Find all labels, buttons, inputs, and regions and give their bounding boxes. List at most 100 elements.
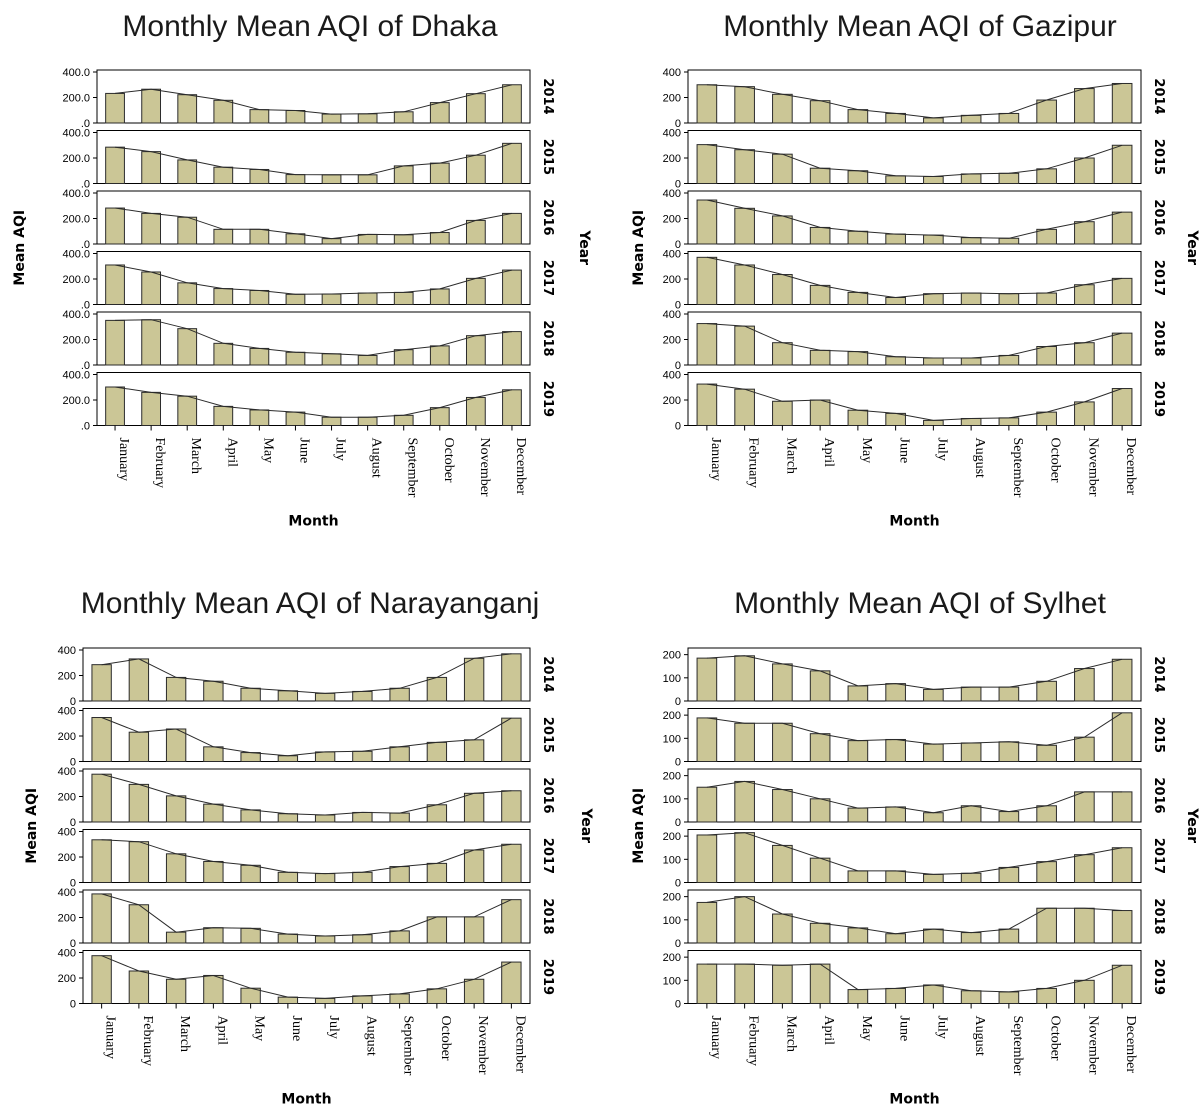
series-line [706,323,1123,359]
y-tick-label: 400.0 [62,128,90,140]
panel-2015: 0 200 400 2015 [58,706,555,769]
bar [465,335,486,366]
panel-frame [687,647,1142,702]
y-tick-label: 200 [58,973,76,985]
bar [285,293,306,305]
y-tick-label: 400 [58,706,76,718]
bar [105,207,125,245]
panel-frame [687,251,1142,305]
x-tick-label: January [708,1016,723,1060]
bar [809,922,831,944]
series-line [114,386,513,418]
series-line [706,199,1123,239]
bar [809,349,831,366]
bar [141,212,162,245]
panel-frame [96,311,531,366]
bar [1074,854,1095,884]
year-label: 2018 [1151,320,1166,356]
x-tick-label: October [438,1016,453,1061]
y-tick-label: 0 [70,757,76,769]
y-tick-label: 200 [663,93,681,105]
bar [960,114,982,124]
bar [734,325,755,366]
y-tick-label: 400 [663,249,681,261]
y-tick-label: 0 [70,696,76,708]
bar [923,293,944,306]
bar [502,269,522,306]
x-tick-label: May [252,1016,267,1042]
panel-2015: .0 200.0 400.0 2015 [62,128,555,191]
bar [1074,907,1095,944]
panel-2018: 0 100 200 2018 [663,889,1166,950]
bar [923,688,944,702]
panel-frame [96,372,531,426]
panel-frame [687,829,1142,883]
bar [847,170,869,184]
bar [357,354,378,366]
x-tick-label: November [477,438,492,497]
y-tick-label: 0 [675,938,681,950]
panel-2017: .0 200.0 400.0 2017 [62,249,555,312]
x-tick-label: January [116,438,131,482]
y-tick-label: 400 [58,827,76,839]
bar [91,839,112,883]
bar [314,814,336,823]
bar [321,174,342,185]
bar [249,289,270,306]
bar [213,342,234,366]
bar [1036,680,1057,702]
x-tick-label: August [972,1016,987,1057]
bar [249,109,270,124]
series-line [114,319,513,356]
bar [1111,277,1133,305]
bar [885,175,906,185]
bar [91,893,112,944]
y-tick-label: 0 [675,118,681,130]
y-tick-label: 200 [663,335,681,347]
year-label: 2017 [540,838,555,874]
chart-3: Monthly Mean AQI of Narayanganj 0 200 400 20… [24,587,594,1108]
bar [1111,847,1133,884]
bar [696,199,718,245]
bar [847,685,869,702]
year-label: 2019 [540,959,555,995]
bar [249,409,270,427]
bar [165,728,187,762]
bar [465,277,486,305]
bar [847,351,869,366]
bar [91,664,112,702]
y-tick-label: .0 [81,179,90,191]
panel-frame [82,950,531,1004]
bar [809,857,831,884]
bar [1074,979,1095,1004]
bar [91,955,112,1004]
bar [1111,964,1133,1004]
bar [998,237,1020,245]
bar [502,212,522,245]
series-line [706,832,1123,875]
bar [772,663,793,702]
bar [923,357,944,366]
bar [105,386,125,426]
y-tick-label: 400.0 [62,188,90,200]
series-line [114,207,513,240]
bar [285,411,306,426]
bar [960,686,982,702]
y-tick-label: 400 [58,948,76,960]
bar [885,806,906,823]
bar [105,92,125,124]
bar [772,215,793,245]
panel-2019: 0 200 400 2019 [663,370,1166,433]
panel-2019: .0 200.0 400.0 2019 [62,370,555,433]
series-line [706,144,1123,178]
x-tick-label: February [746,1016,761,1067]
bar [809,798,831,823]
bar [960,357,982,366]
x-tick-label: October [441,438,456,483]
bar [1111,658,1133,702]
y-tick-label: 200 [663,710,681,722]
bar [998,866,1020,884]
facet-label: Year [576,229,592,265]
x-tick-label: August [369,438,384,479]
